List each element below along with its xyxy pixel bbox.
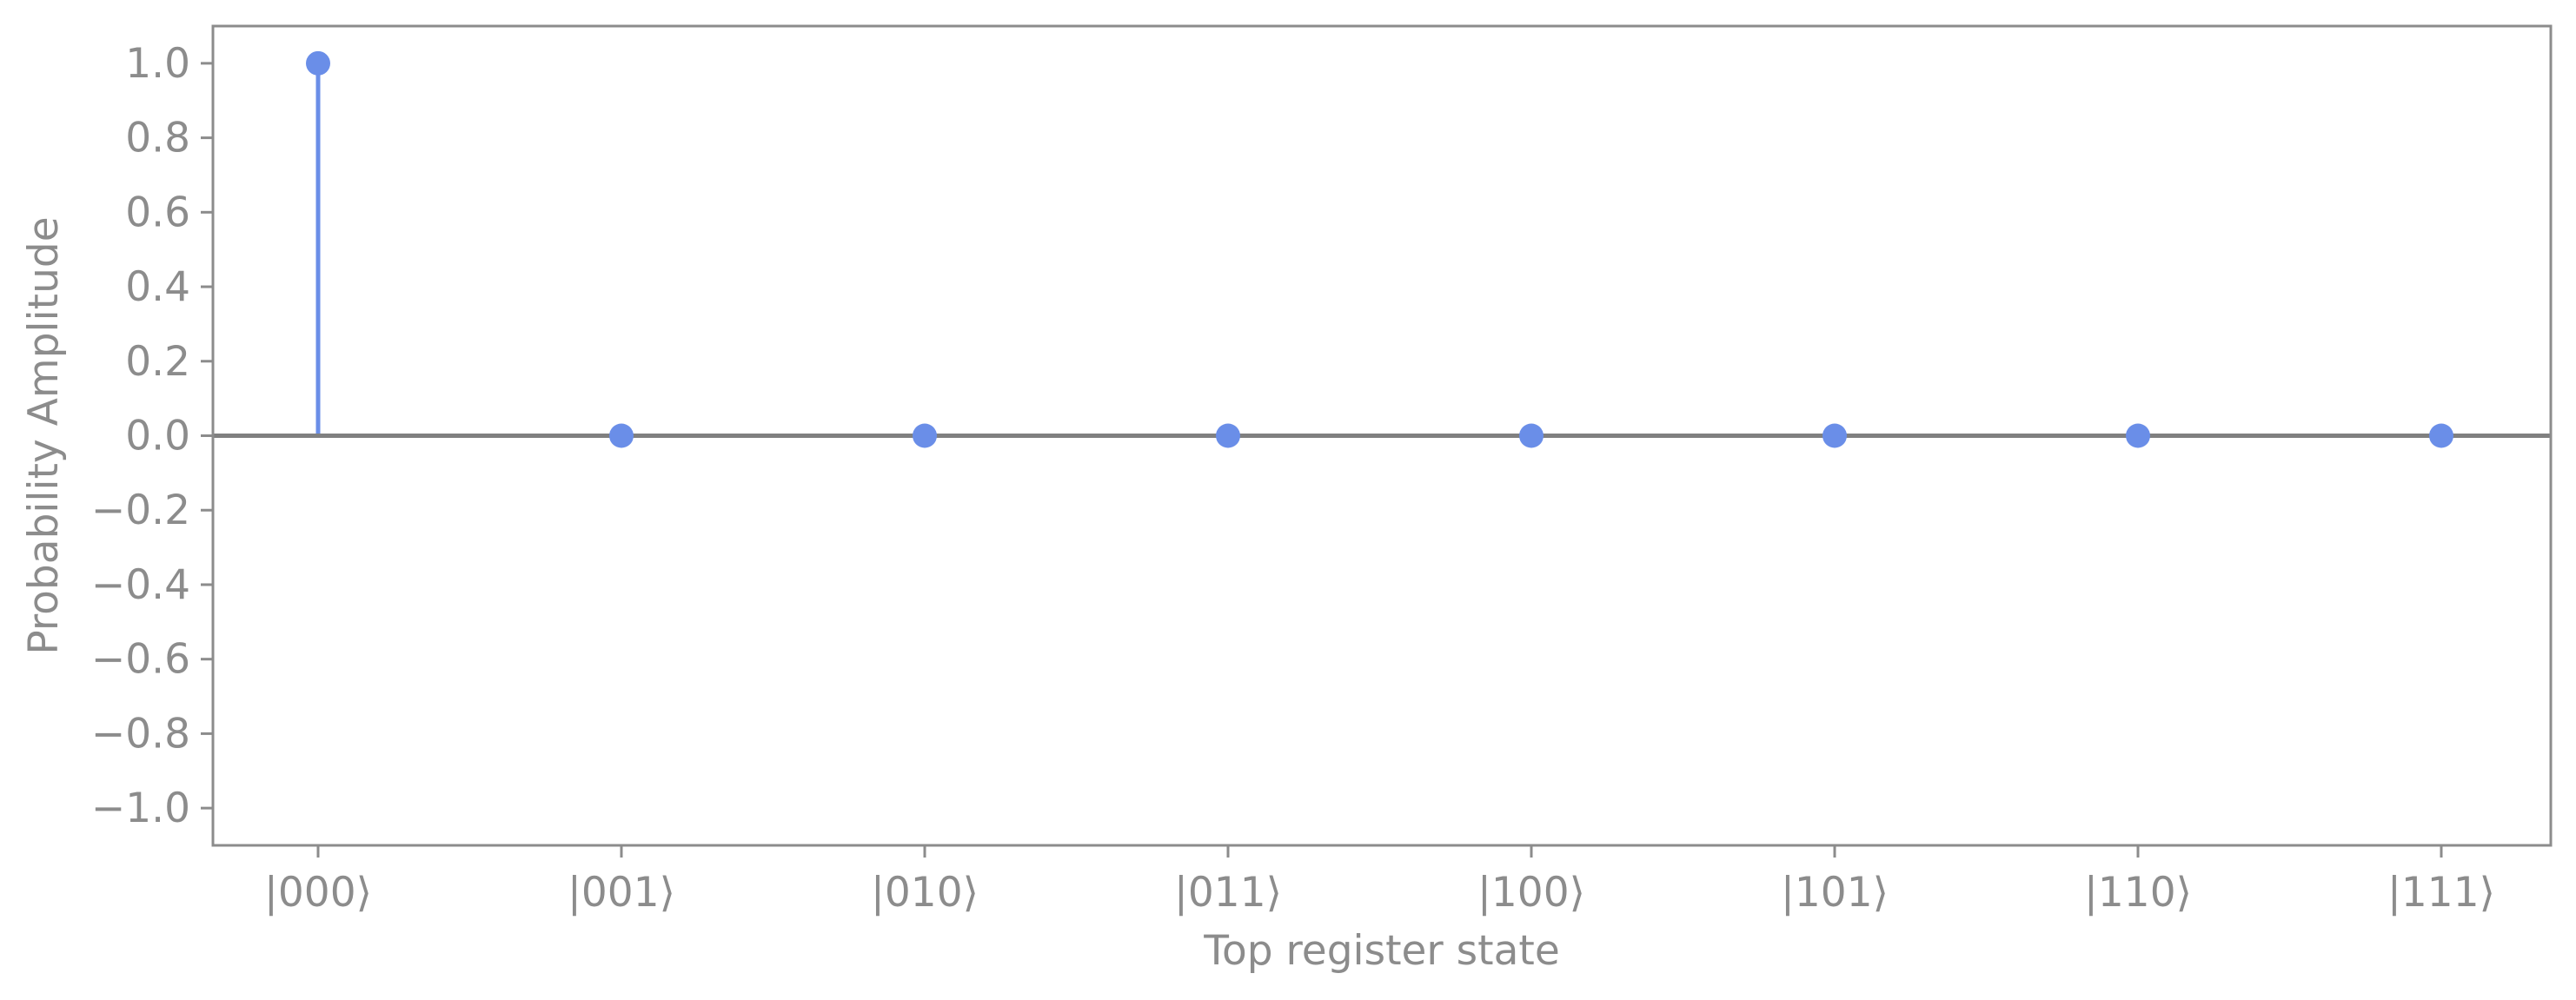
stem-markers xyxy=(306,50,2453,448)
y-tick-label: 0.8 xyxy=(125,115,190,162)
x-tick-label: |011⟩ xyxy=(1174,869,1282,917)
stem-marker xyxy=(913,423,937,448)
x-tick-label: |000⟩ xyxy=(264,869,372,917)
x-axis-ticks: |000⟩ |001⟩ |010⟩ |011⟩ |100⟩ |101⟩ |110⟩ |111⟩ xyxy=(264,845,2495,917)
stem-marker xyxy=(1519,423,1544,448)
y-tick-label: −0.6 xyxy=(91,636,190,684)
stem-series xyxy=(315,63,321,436)
y-axis-ticks: 1.0 0.8 0.6 0.4 0.2 0.0 −0.2 −0.4 −0.6 −0.8 −1.0 xyxy=(91,40,213,832)
x-tick-label: |111⟩ xyxy=(2387,869,2495,917)
stem-marker xyxy=(1216,423,1240,448)
stem-marker xyxy=(306,50,330,76)
x-tick-label: |101⟩ xyxy=(1781,869,1889,917)
y-tick-label: −0.2 xyxy=(91,487,190,534)
y-tick-label: −0.8 xyxy=(91,710,190,758)
x-tick-label: |100⟩ xyxy=(1477,869,1585,917)
x-tick-label: |001⟩ xyxy=(568,869,675,917)
stem-marker xyxy=(2429,423,2453,448)
y-axis-title: Probability Amplitude xyxy=(20,216,68,654)
y-tick-label: 0.6 xyxy=(125,189,190,236)
y-tick-label: 0.2 xyxy=(125,338,190,386)
x-axis-title: Top register state xyxy=(1203,927,1560,975)
y-tick-label: 0.4 xyxy=(125,263,190,311)
y-tick-label: −1.0 xyxy=(91,785,190,832)
x-tick-label: |110⟩ xyxy=(2084,869,2192,917)
y-tick-label: −0.4 xyxy=(91,561,190,609)
plot-frame xyxy=(211,24,2553,847)
x-tick-label: |010⟩ xyxy=(871,869,979,917)
y-tick-label: 0.0 xyxy=(125,413,190,460)
y-tick-label: 1.0 xyxy=(125,40,190,88)
stem-marker xyxy=(1822,423,1847,448)
stem-marker xyxy=(2126,423,2150,448)
stem-marker xyxy=(609,423,634,448)
